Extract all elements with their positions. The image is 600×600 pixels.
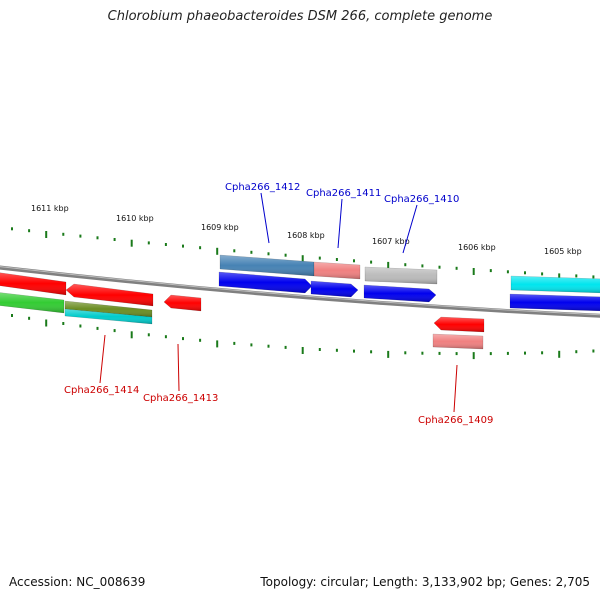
map-title: Chlorobium phaeobacteroides DSM 266, com… — [107, 9, 493, 24]
feature-f12[interactable] — [363, 284, 437, 303]
feature-f13[interactable] — [510, 275, 600, 294]
feature-f3[interactable] — [163, 294, 202, 312]
label-leader-lines — [99, 192, 458, 413]
gene-label-cpha266-1413[interactable]: Cpha266_1413 — [143, 393, 218, 404]
scale-label-1607: 1607 kbp — [372, 237, 410, 246]
feature-f10[interactable] — [218, 271, 313, 294]
feature-f14[interactable] — [509, 293, 600, 312]
gene-label-cpha266-1414[interactable]: Cpha266_1414 — [64, 385, 139, 396]
feature-f6[interactable] — [64, 308, 153, 325]
genome-backbone-highlight — [0, 266, 600, 316]
feature-f2[interactable] — [65, 283, 154, 307]
feature-f9[interactable] — [364, 266, 438, 285]
feature-f1[interactable] — [0, 272, 67, 296]
gene-label-cpha266-1409[interactable]: Cpha266_1409 — [418, 415, 493, 426]
accession-text: Accession: NC_008639 — [9, 575, 146, 589]
inner-scale-ticks — [11, 314, 595, 360]
feature-f11[interactable] — [310, 280, 359, 298]
gene-labels: Cpha266_1412 Cpha266_1411 Cpha266_1410 C… — [64, 182, 493, 426]
scale-label-1606: 1606 kbp — [458, 243, 496, 252]
feature-f7[interactable] — [219, 254, 315, 277]
scale-label-1609: 1609 kbp — [201, 223, 239, 232]
gene-label-cpha266-1410[interactable]: Cpha266_1410 — [384, 194, 459, 205]
gene-label-cpha266-1412[interactable]: Cpha266_1412 — [225, 182, 300, 193]
scale-label-1610: 1610 kbp — [116, 214, 154, 223]
feature-f4[interactable] — [0, 292, 65, 314]
scale-label-1611: 1611 kbp — [31, 204, 69, 213]
feature-f8[interactable] — [313, 261, 361, 280]
scale-label-1608: 1608 kbp — [287, 231, 325, 240]
outer-scale-ticks — [11, 227, 595, 281]
genome-summary-text: Topology: circular; Length: 3,133,902 bp… — [260, 575, 590, 589]
genome-backbone — [0, 265, 600, 318]
feature-f15[interactable] — [433, 316, 485, 333]
scale-label-1605: 1605 kbp — [544, 247, 582, 256]
gene-label-cpha266-1411[interactable]: Cpha266_1411 — [306, 188, 381, 199]
feature-f16[interactable] — [432, 333, 484, 350]
scale-labels: 1611 kbp 1610 kbp 1609 kbp 1608 kbp 1607… — [31, 204, 582, 256]
